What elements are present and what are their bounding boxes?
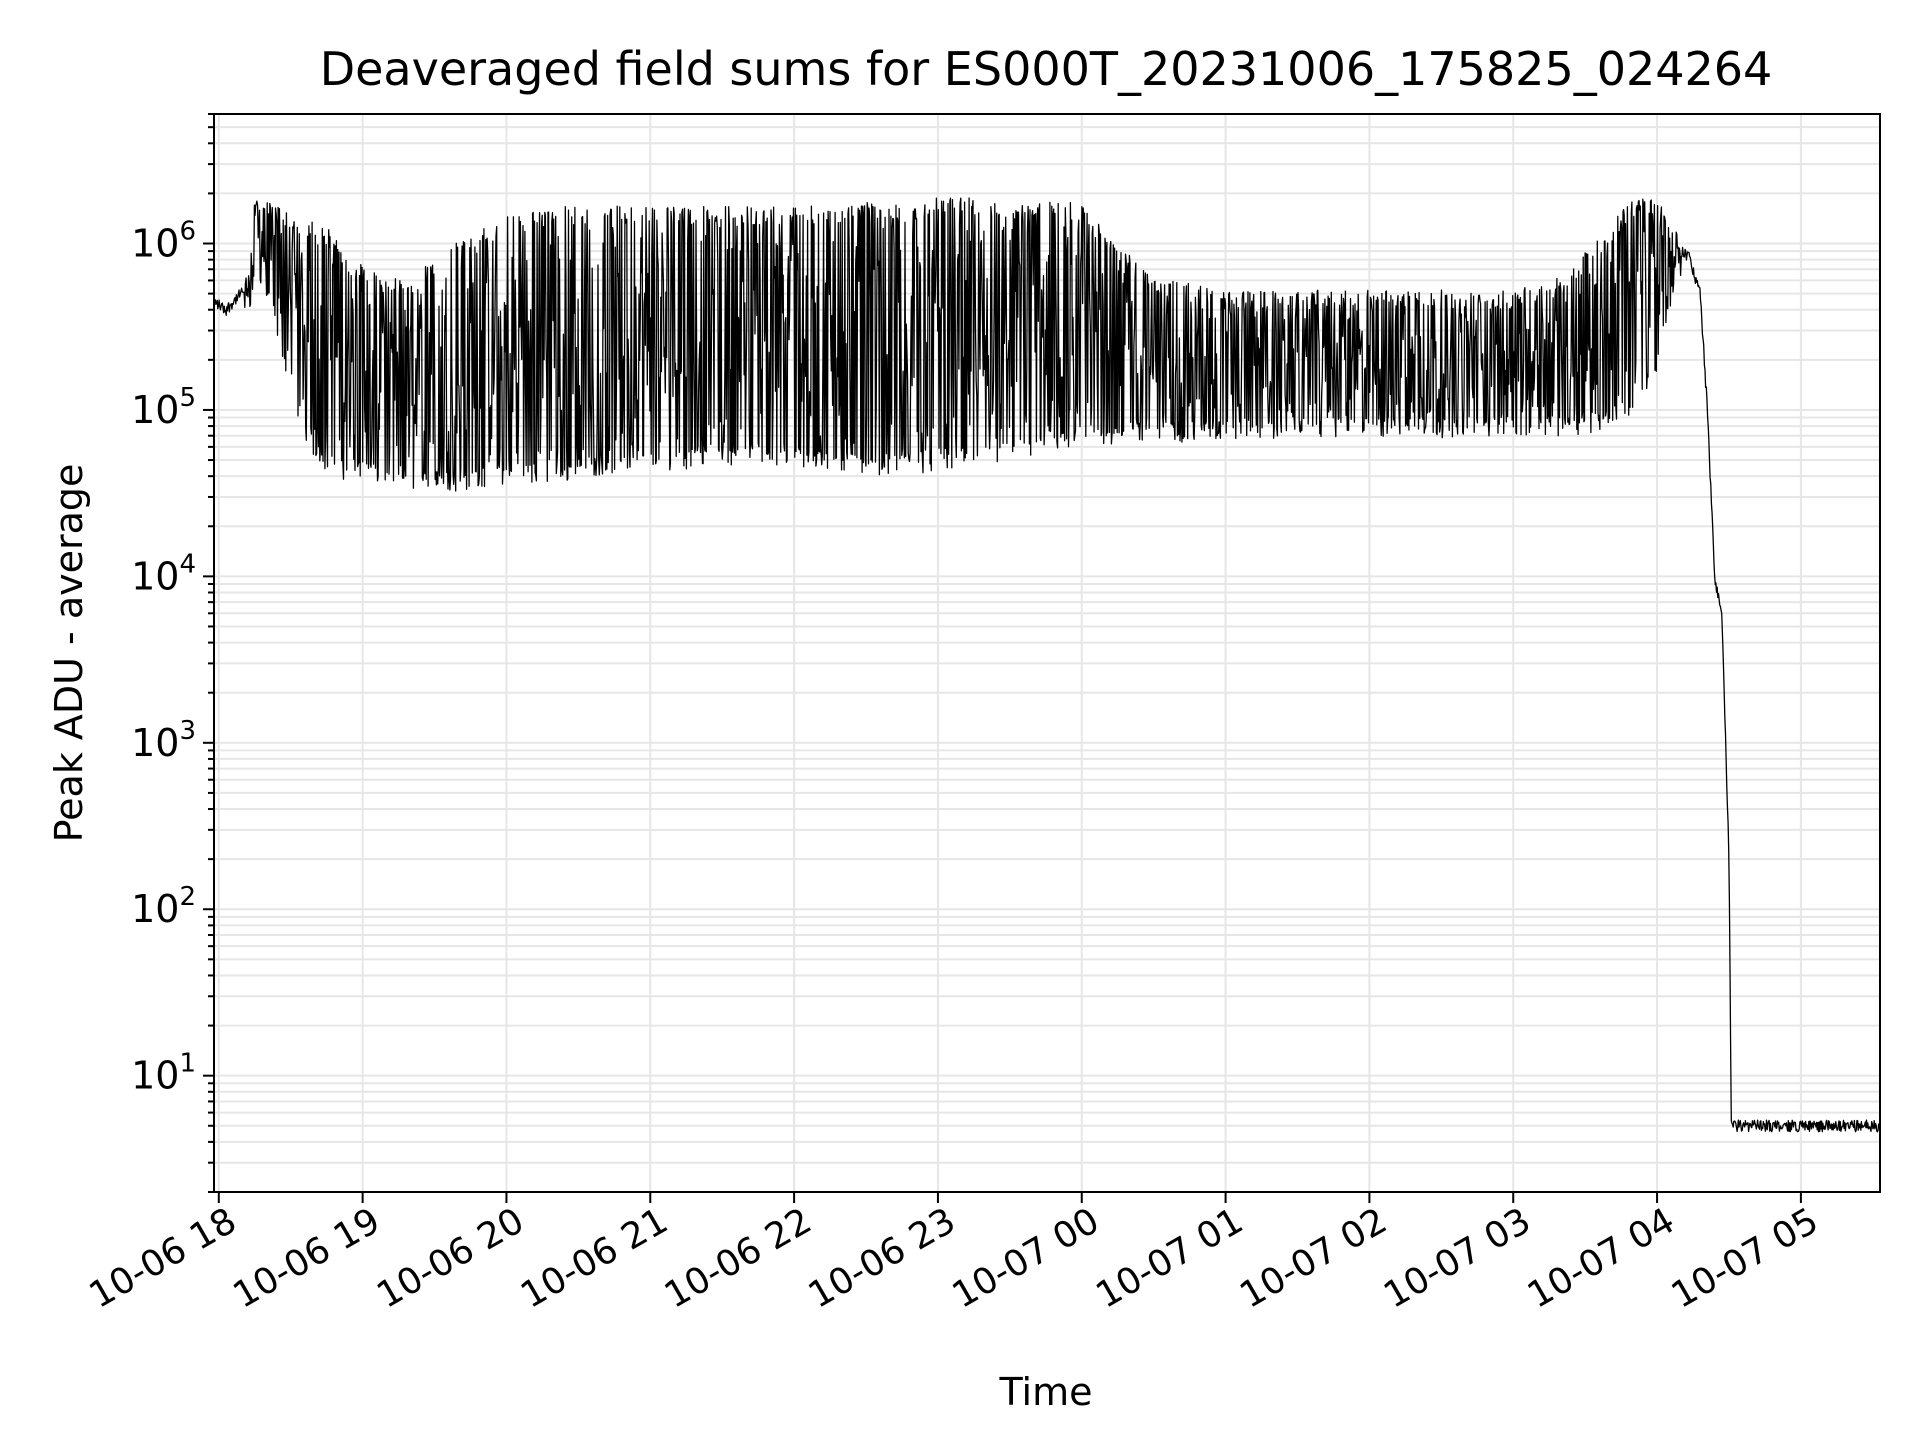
chart-title: Deaveraged field sums for ES000T_2023100… [320,42,1773,96]
y-tick-label: 101 [131,1049,196,1098]
y-axis-label: Peak ADU - average [47,464,91,843]
y-tick-label: 104 [131,549,196,598]
y-tick-label: 105 [131,383,196,432]
y-tick-label: 102 [131,882,196,931]
y-axis: 101 102 103 104 105 106 [131,113,214,1193]
plot-frame [213,113,1881,1193]
y-tick-label: 106 [131,217,196,266]
data-layer [213,197,1881,1133]
x-axis-label: Time [999,1370,1093,1414]
series-line [213,197,1881,1133]
y-tick-label: 103 [131,716,196,765]
